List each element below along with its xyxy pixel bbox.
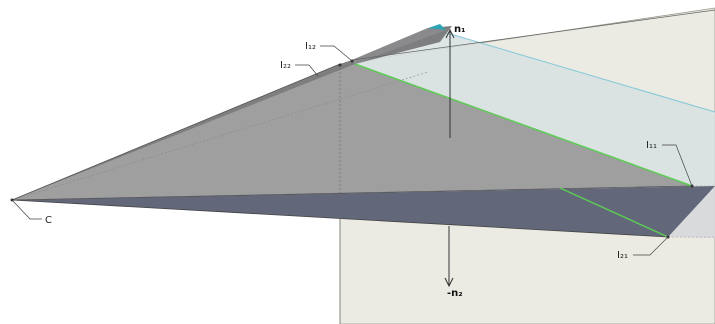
leader-i11 <box>662 144 693 187</box>
edge-c-i21 <box>11 199 669 238</box>
vertex-i22 <box>338 63 342 67</box>
edge-c-i11 <box>11 185 693 201</box>
leader-i22 <box>295 64 319 77</box>
plane-secondary-top-edge <box>429 27 715 113</box>
normal-n1-arrowhead <box>445 28 455 39</box>
edge-top <box>351 9 715 61</box>
intersection-line-i12-i11 <box>354 63 693 187</box>
label-neg-n2: -n₂ <box>447 288 463 299</box>
intersection-line-lower <box>559 187 669 238</box>
label-c: C <box>45 215 52 226</box>
pyramid-upper-face <box>12 64 692 200</box>
label-i12: I₁₂ <box>305 41 316 52</box>
label-i21: I₂₁ <box>617 250 628 261</box>
edge-c-i22 <box>11 63 341 201</box>
label-i22: I₂₂ <box>280 60 291 71</box>
leader-i12 <box>320 45 353 62</box>
label-n1: n₁ <box>454 24 466 35</box>
label-i11: I₁₁ <box>646 140 657 151</box>
pyramid-lower-face <box>12 186 715 237</box>
hidden-edge-1 <box>11 71 429 201</box>
leader-c <box>11 199 42 220</box>
apex-highlight <box>428 24 446 30</box>
normal-neg-n2-arrowhead <box>444 277 454 288</box>
leader-i21 <box>633 236 669 256</box>
plane-secondary-translucent <box>355 28 715 186</box>
pyramid-apex-face <box>352 28 446 64</box>
